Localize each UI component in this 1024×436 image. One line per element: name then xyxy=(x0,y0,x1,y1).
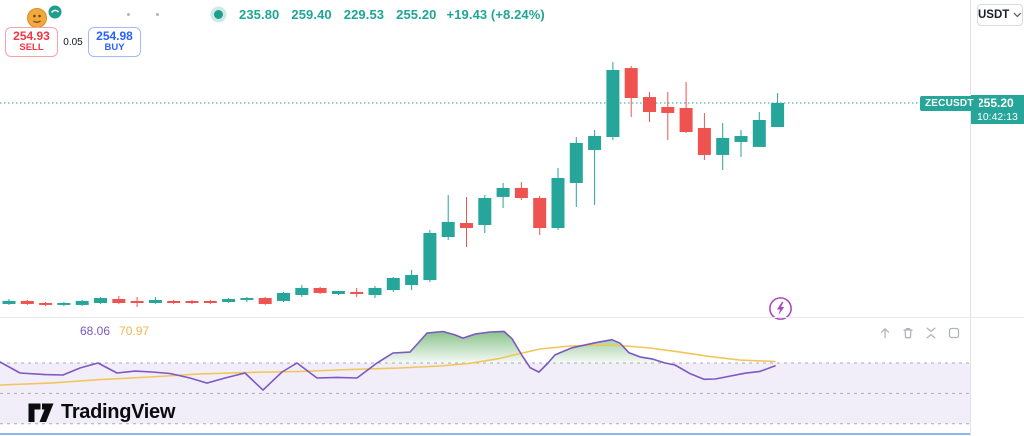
move-pane-up-button[interactable] xyxy=(878,326,892,340)
ohlc-close: 255.20 xyxy=(396,7,437,22)
spread-value: 0.05 xyxy=(63,36,83,48)
ohlc-high: 259.40 xyxy=(291,7,332,22)
buy-price: 254.98 xyxy=(96,28,133,43)
symbol-logo xyxy=(24,4,68,35)
ohlc-low: 229.53 xyxy=(343,7,385,22)
lightning-icon xyxy=(776,301,785,316)
tradingview-wordmark: TradingView xyxy=(61,401,176,423)
currency-selector[interactable]: USDT xyxy=(977,4,1023,26)
buy-button[interactable]: 254.98 BUY xyxy=(88,27,141,57)
last-price-badge: 255.20 10:42:13 xyxy=(971,95,1024,124)
sell-button[interactable]: 254.93 SELL xyxy=(5,27,58,57)
currency-label: USDT xyxy=(978,9,1010,21)
chevron-down-icon xyxy=(1013,12,1022,18)
last-price: 255.20 xyxy=(977,96,1014,110)
pane-controls xyxy=(878,326,961,340)
delete-pane-button[interactable] xyxy=(901,326,915,340)
rsi-legend: 68.06 70.97 xyxy=(80,324,149,338)
rsi-ma-value: 70.97 xyxy=(119,324,150,338)
loading-progress-bar xyxy=(0,433,970,435)
buy-label: BUY xyxy=(104,42,125,54)
maximize-pane-button[interactable] xyxy=(947,326,961,340)
pane-divider[interactable] xyxy=(0,317,1024,318)
bar-countdown: 10:42:13 xyxy=(977,110,1018,123)
coin-primary-icon xyxy=(27,8,47,28)
sell-price: 254.93 xyxy=(13,28,50,43)
collapse-icon xyxy=(926,327,936,339)
legend-dot-icon xyxy=(156,13,159,16)
ohlc-readout: 235.80 259.40 229.53 255.20 +19.43 (+8.2… xyxy=(239,7,545,22)
price-axis[interactable]: USDT 255.20 10:42:13 xyxy=(970,0,1024,436)
sell-label: SELL xyxy=(19,42,44,54)
trash-icon xyxy=(903,327,913,339)
maximize-icon xyxy=(948,327,960,339)
ohlc-open: 235.80 xyxy=(239,7,280,22)
legend-dot-icon xyxy=(127,13,130,16)
ohlc-change: +19.43 (+8.24%) xyxy=(446,7,545,22)
collapse-pane-button[interactable] xyxy=(924,326,938,340)
coin-secondary-icon xyxy=(48,5,62,19)
order-panel: 254.93 SELL 0.05 254.98 BUY xyxy=(5,27,141,57)
rsi-value: 68.06 xyxy=(80,324,111,338)
flash-trade-button[interactable] xyxy=(768,296,793,321)
tradingview-mark-icon xyxy=(28,403,54,422)
circle-outline-icon xyxy=(769,297,792,320)
market-status-dot-icon xyxy=(214,10,223,19)
arrow-up-icon xyxy=(880,328,890,339)
tradingview-logo[interactable]: TradingView xyxy=(28,401,175,424)
symbol-price-label: ZECUSDT xyxy=(920,96,979,111)
